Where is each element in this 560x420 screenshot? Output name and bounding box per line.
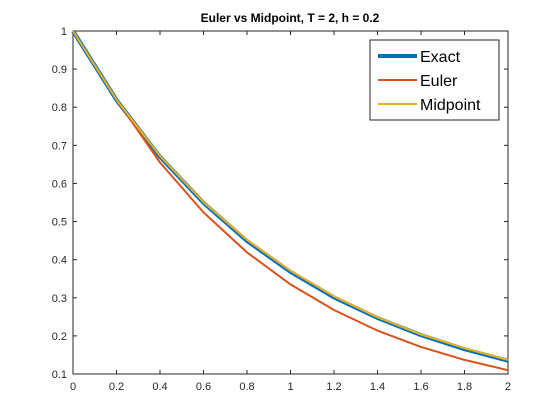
x-tick-label: 0 xyxy=(70,381,76,393)
x-tick-label: 0.6 xyxy=(196,381,211,393)
y-tick-label: 0.7 xyxy=(52,140,67,152)
series-lines xyxy=(71,29,509,372)
legend-label-exact: Exact xyxy=(420,49,461,66)
x-tick-label: 2 xyxy=(505,381,511,393)
y-tick-label: 1 xyxy=(61,26,67,38)
x-tick-label: 1.8 xyxy=(457,381,472,393)
legend: Exact Euler Midpoint xyxy=(369,39,500,121)
x-tick-label: 0.2 xyxy=(109,381,124,393)
y-axis: 0.1 0.2 0.3 0.4 0.5 0.6 0.7 0.8 0.9 1 xyxy=(52,26,508,381)
x-tick-label: 1.6 xyxy=(413,381,428,393)
legend-label-midpoint: Midpoint xyxy=(420,97,481,114)
x-axis: 0 0.2 0.4 0.6 0.8 1 1.2 1.4 1.6 1.8 2 xyxy=(70,31,511,393)
x-tick-label: 1 xyxy=(287,381,293,393)
y-tick-label: 0.5 xyxy=(52,217,67,229)
chart-title: Euler vs Midpoint, T = 2, h = 0.2 xyxy=(201,11,380,25)
series-line-euler xyxy=(72,30,509,372)
y-tick-label: 0.8 xyxy=(52,102,67,114)
x-tick-label: 0.4 xyxy=(152,381,167,393)
y-tick-label: 0.1 xyxy=(52,369,67,381)
y-tick-label: 0.6 xyxy=(52,178,67,190)
x-tick-label: 1.4 xyxy=(370,381,385,393)
y-tick-label: 0.2 xyxy=(52,331,67,343)
x-tick-label: 0.8 xyxy=(239,381,254,393)
legend-label-euler: Euler xyxy=(420,73,458,90)
series-line-midpoint xyxy=(72,30,509,361)
y-tick-label: 0.3 xyxy=(52,293,67,305)
y-tick-label: 0.9 xyxy=(52,64,67,76)
y-tick-label: 0.4 xyxy=(52,255,67,267)
x-tick-label: 1.2 xyxy=(326,381,341,393)
